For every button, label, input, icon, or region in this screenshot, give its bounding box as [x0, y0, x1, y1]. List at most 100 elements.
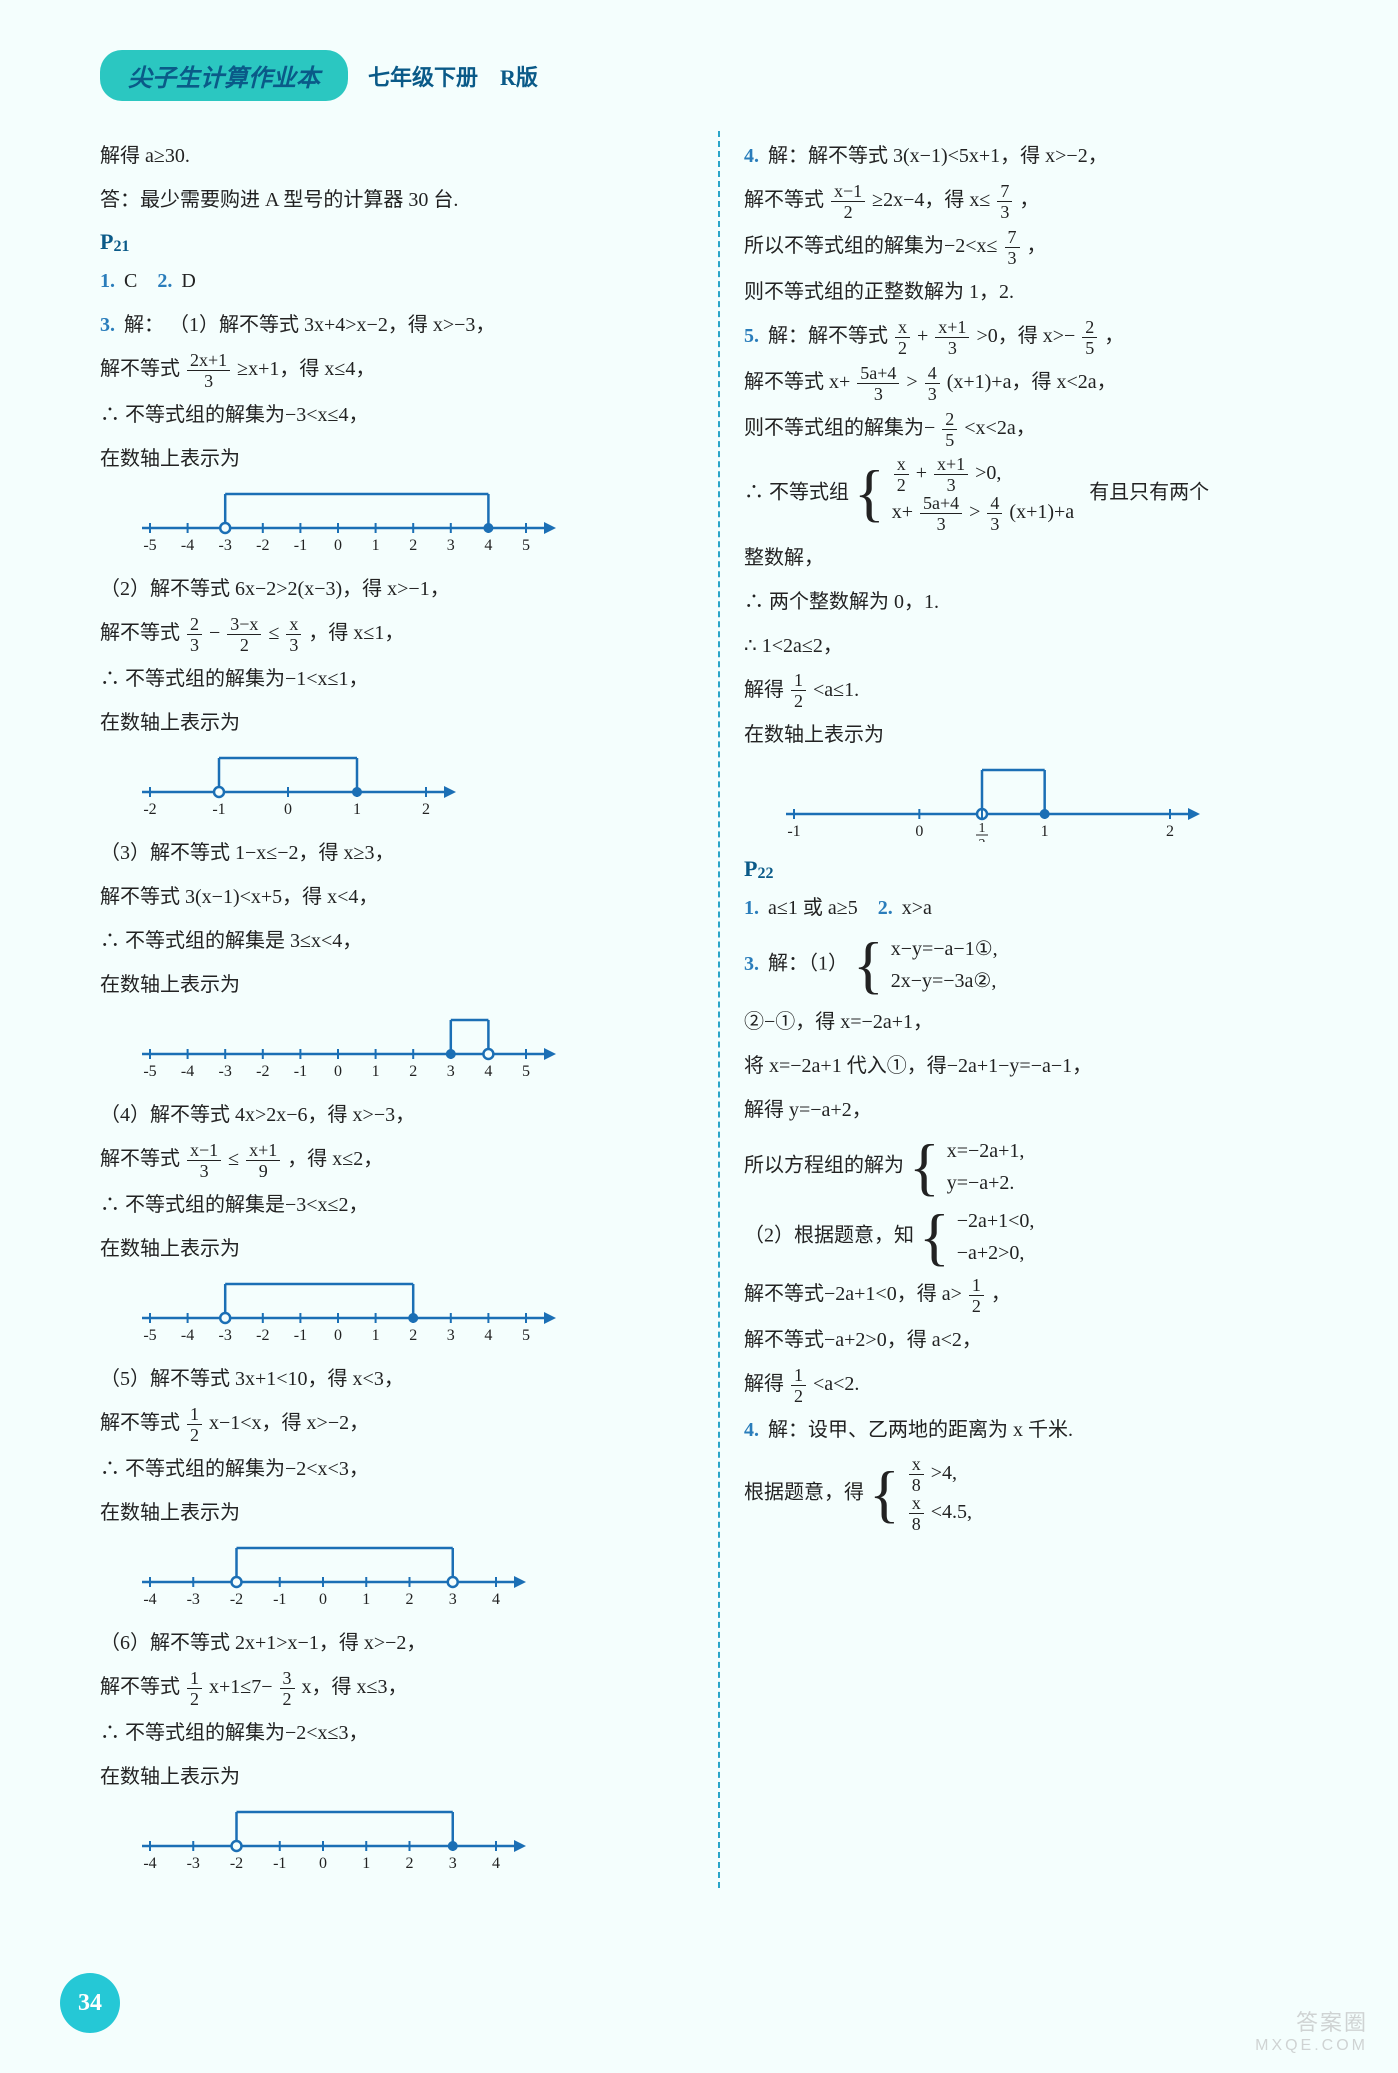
q-answer: C — [124, 270, 137, 292]
svg-text:-3: -3 — [219, 1063, 232, 1080]
text-line: 在数轴上表示为 — [100, 440, 694, 478]
fraction: 23 — [187, 615, 202, 654]
text-line: 所以方程组的解为 { x=−2a+1, y=−a+2. — [744, 1135, 1338, 1199]
fraction: 73 — [1005, 228, 1020, 267]
watermark: 答案圈 MXQE.COM — [1255, 2005, 1368, 2055]
svg-text:-3: -3 — [187, 1855, 200, 1872]
q-number: 3. — [744, 953, 759, 975]
svg-text:-4: -4 — [181, 1063, 194, 1080]
svg-text:5: 5 — [522, 1327, 530, 1344]
text-line: 则不等式组的解集为− 25 <x<2a， — [744, 409, 1338, 449]
fraction: x3 — [286, 615, 301, 654]
equation-stack: x2 + x+13 >0, x+ 5a+43 > 43 (x+1)+a — [892, 455, 1074, 533]
text-line: ∴ 不等式组的解集为−3<x≤4， — [100, 396, 694, 434]
svg-text:0: 0 — [319, 1855, 327, 1872]
fraction: 25 — [942, 410, 957, 449]
svg-text:0: 0 — [915, 823, 923, 840]
svg-text:5: 5 — [522, 537, 530, 554]
svg-text:-3: -3 — [219, 1327, 232, 1344]
svg-text:4: 4 — [492, 1855, 500, 1872]
brace-icon: { — [869, 1472, 900, 1517]
text-line: 在数轴上表示为 — [100, 1758, 694, 1796]
number-line-5: -4-3-2-101234 — [130, 1540, 530, 1610]
svg-text:1: 1 — [372, 1327, 380, 1344]
svg-text:2: 2 — [1166, 823, 1174, 840]
svg-text:0: 0 — [284, 801, 292, 818]
text-line: 解得 12 <a<2. — [744, 1365, 1338, 1405]
text-line: 在数轴上表示为 — [100, 1494, 694, 1532]
svg-text:3: 3 — [449, 1855, 457, 1872]
text-line: 解不等式−a+2>0，得 a<2， — [744, 1321, 1338, 1359]
svg-text:3: 3 — [449, 1591, 457, 1608]
svg-text:2: 2 — [406, 1855, 414, 1872]
text-line: 所以不等式组的解集为−2<x≤ 73 ， — [744, 227, 1338, 267]
text-line: 答：最少需要购进 A 型号的计算器 30 台. — [100, 181, 694, 219]
svg-text:-1: -1 — [273, 1855, 286, 1872]
svg-text:1: 1 — [1041, 823, 1049, 840]
svg-text:3: 3 — [447, 1063, 455, 1080]
text-line: （4）解不等式 4x>2x−6，得 x>−3， — [100, 1096, 694, 1134]
text-line: 根据题意，得 { x8 >4, x8 <4.5, — [744, 1455, 1338, 1533]
text-line: 3. 解： （1）解不等式 3x+4>x−2，得 x>−3， — [100, 306, 694, 344]
svg-text:-1: -1 — [787, 823, 800, 840]
text-line: 将 x=−2a+1 代入①，得−2a+1−y=−a−1， — [744, 1047, 1338, 1085]
svg-text:3: 3 — [447, 537, 455, 554]
svg-text:-5: -5 — [143, 1063, 156, 1080]
header: 尖子生计算作业本 七年级下册 R版 — [100, 50, 1338, 101]
text-line: ∴ 不等式组的解集为−2<x<3， — [100, 1450, 694, 1488]
text-line: 3. 解：（1） { x−y=−a−1①, 2x−y=−3a②, — [744, 933, 1338, 997]
brace-icon: { — [854, 471, 885, 516]
fraction: x2 — [895, 318, 910, 357]
fraction: 12 — [969, 1276, 984, 1315]
equation-stack: x=−2a+1, y=−a+2. — [947, 1135, 1025, 1199]
equation-stack: x8 >4, x8 <4.5, — [907, 1455, 972, 1533]
q-number: 3. — [100, 314, 115, 336]
fraction: x−12 — [831, 182, 865, 221]
svg-text:2: 2 — [979, 837, 986, 842]
svg-text:2: 2 — [409, 537, 417, 554]
text-line: （5）解不等式 3x+1<10，得 x<3， — [100, 1360, 694, 1398]
text-line: ∴ 1<2a≤2， — [744, 627, 1338, 665]
fraction: 5a+43 — [857, 364, 899, 403]
q-number: 1. — [100, 270, 115, 292]
svg-text:0: 0 — [334, 1327, 342, 1344]
svg-text:2: 2 — [409, 1327, 417, 1344]
svg-text:5: 5 — [522, 1063, 530, 1080]
book-title: 尖子生计算作业本 — [100, 50, 348, 101]
text-line: ∴ 不等式组 { x2 + x+13 >0, x+ 5a+43 > 43 (x+… — [744, 455, 1338, 533]
q-number: 2. — [157, 270, 172, 292]
svg-text:0: 0 — [334, 537, 342, 554]
q-answer: D — [181, 270, 195, 292]
svg-text:-2: -2 — [143, 801, 156, 818]
svg-text:-2: -2 — [256, 1063, 269, 1080]
book-subtitle: 七年级下册 R版 — [368, 60, 538, 92]
text-line: 解得 12 <a≤1. — [744, 671, 1338, 711]
text-line: 解不等式 23 − 3−x2 ≤ x3 ，得 x≤1， — [100, 614, 694, 654]
text-line: 解不等式 x−13 ≤ x+19 ，得 x≤2， — [100, 1140, 694, 1180]
number-line-4: -5-4-3-2-1012345 — [130, 1276, 560, 1346]
text-line: 4. 解：解不等式 3(x−1)<5x+1，得 x>−2， — [744, 137, 1338, 175]
fraction: 43 — [925, 364, 940, 403]
number-line-3: -5-4-3-2-1012345 — [130, 1012, 560, 1082]
equation-stack: −2a+1<0, −a+2>0, — [957, 1205, 1035, 1269]
left-column: 解得 a≥30. 答：最少需要购进 A 型号的计算器 30 台. P21 1. … — [100, 131, 720, 1888]
fraction: 3−x2 — [227, 615, 261, 654]
fraction: 12 — [791, 1366, 806, 1405]
svg-text:1: 1 — [362, 1591, 370, 1608]
q-number: 5. — [744, 325, 759, 347]
text-line: （2）解不等式 6x−2>2(x−3)，得 x>−1， — [100, 570, 694, 608]
fraction: 2x+13 — [187, 351, 230, 390]
svg-text:4: 4 — [484, 537, 492, 554]
fraction: x−13 — [187, 1141, 221, 1180]
number-line-1: -5-4-3-2-1012345 — [130, 486, 560, 556]
svg-text:-4: -4 — [143, 1855, 156, 1872]
fraction: 32 — [280, 1669, 295, 1708]
svg-text:1: 1 — [979, 821, 986, 836]
svg-text:-1: -1 — [294, 1327, 307, 1344]
q-number: 1. — [744, 897, 759, 919]
fraction: 25 — [1082, 318, 1097, 357]
text-line: 5. 解：解不等式 x2 + x+13 >0，得 x>− 25 ， — [744, 317, 1338, 357]
svg-text:-4: -4 — [181, 1327, 194, 1344]
svg-text:-4: -4 — [181, 537, 194, 554]
svg-text:1: 1 — [353, 801, 361, 818]
